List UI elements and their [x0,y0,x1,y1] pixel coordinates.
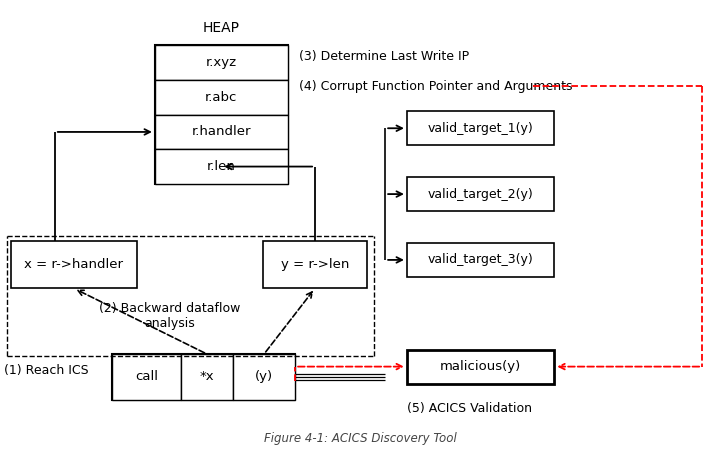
FancyBboxPatch shape [181,354,233,400]
FancyBboxPatch shape [155,115,288,149]
FancyBboxPatch shape [155,80,288,115]
Text: (3) Determine Last Write IP: (3) Determine Last Write IP [299,50,469,63]
Text: HEAP: HEAP [203,21,240,35]
FancyBboxPatch shape [233,354,295,400]
Text: call: call [135,370,158,383]
FancyBboxPatch shape [112,354,295,400]
Text: r.abc: r.abc [205,91,238,104]
FancyBboxPatch shape [407,243,554,277]
Text: valid_target_3(y): valid_target_3(y) [428,253,534,266]
Text: Figure 4-1: ACICS Discovery Tool: Figure 4-1: ACICS Discovery Tool [264,432,456,445]
FancyBboxPatch shape [407,350,554,384]
FancyBboxPatch shape [155,45,288,80]
Text: x = r->handler: x = r->handler [24,258,123,271]
FancyBboxPatch shape [11,241,137,288]
Text: (4) Corrupt Function Pointer and Arguments: (4) Corrupt Function Pointer and Argumen… [299,80,572,93]
Text: *x: *x [199,370,215,383]
Text: valid_target_2(y): valid_target_2(y) [428,188,534,201]
FancyBboxPatch shape [407,111,554,145]
Text: (1) Reach ICS: (1) Reach ICS [4,364,89,376]
Text: (5) ACICS Validation: (5) ACICS Validation [407,402,532,415]
FancyBboxPatch shape [112,354,181,400]
Text: malicious(y): malicious(y) [440,360,521,373]
FancyBboxPatch shape [407,177,554,211]
Text: (y): (y) [255,370,273,383]
FancyBboxPatch shape [263,241,367,288]
Text: y = r->len: y = r->len [281,258,349,271]
Text: r.xyz: r.xyz [206,56,237,69]
Text: (2) Backward dataflow
analysis: (2) Backward dataflow analysis [99,301,240,330]
FancyBboxPatch shape [155,45,288,184]
Text: valid_target_1(y): valid_target_1(y) [428,122,534,135]
Text: r.handler: r.handler [192,125,251,138]
FancyBboxPatch shape [155,149,288,184]
Text: r.len: r.len [207,160,236,173]
